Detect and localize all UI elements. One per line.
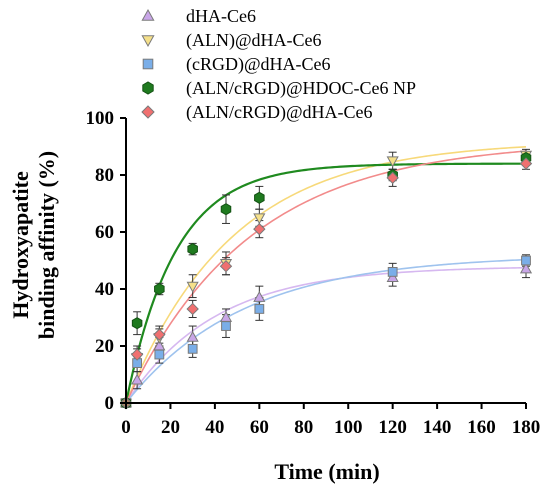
data-point-series-4 [187,243,198,256]
data-point-series-3 [387,267,398,277]
fit-curve-2 [125,145,527,404]
data-point-series-5 [253,222,266,236]
data-point-series-1 [253,291,266,302]
legend-marker-1 [141,8,155,21]
axes: 0 20 40 60 80 100 0 20 40 60 80 100 120 140 160 180 [86,108,541,438]
x-tick-label: 100 [334,417,363,438]
legend: dHA-Ce6 (ALN)@dHA-Ce6 (cRGD)@dHA-Ce6 (ALN/c… [141,6,416,123]
data-point-series-4 [254,191,265,204]
legend-label-2: (ALN)@dHA-Ce6 [186,30,322,51]
x-tick-label: 140 [423,417,452,438]
data-point-series-3 [254,304,265,314]
legend-marker-3 [142,58,154,70]
x-tick-label: 180 [512,417,541,438]
data-point-series-1 [186,330,199,342]
data-point-series-4 [154,282,165,296]
data-point-series-4 [131,317,143,330]
fit-curve-5 [125,150,527,404]
fit-curve-4 [124,162,527,404]
x-tick-label: 120 [378,417,407,438]
fit-curves [124,145,527,404]
data-point-series-2 [186,281,199,293]
data-point-series-5 [519,157,533,170]
y-tick-label: 20 [95,336,114,357]
data-point-series-3 [187,343,198,354]
legend-marker-5 [141,105,155,119]
y-tick-label: 60 [95,222,114,243]
legend-label-4: (ALN/cRGD)@HDOC-Ce6 NP [186,78,416,99]
x-tick-label: 20 [161,417,180,438]
y-axis-title-line-2: binding affinity (%) [34,151,59,339]
fit-curve-3 [125,258,527,404]
data-point-series-1 [131,373,144,385]
legend-marker-4 [142,81,154,95]
x-tick-label: 80 [294,417,313,438]
y-axis-title-line-1: Hydroxyapatite [8,171,33,319]
data-point-series-5 [130,348,144,361]
legend-label-1: dHA-Ce6 [186,6,256,26]
y-tick-label: 0 [105,393,115,414]
fit-curve-1 [125,266,527,404]
data-point-series-1 [519,262,533,274]
data-point-series-3 [154,349,165,360]
data-point-series-2 [253,213,266,225]
data-point-series-5 [386,171,399,185]
x-tick-label: 40 [205,417,224,438]
legend-label-5: (ALN/cRGD)@dHA-Ce6 [186,102,373,123]
legend-label-3: (cRGD)@dHA-Ce6 [186,54,331,75]
x-tick-label: 160 [467,417,496,438]
data-point-series-5 [153,328,166,341]
data-point-series-3 [521,255,531,266]
legend-marker-2 [141,35,155,48]
x-axis-title: Time (min) [274,459,379,484]
data-point-series-2 [386,156,399,168]
x-tick-label: 60 [250,417,269,438]
x-tick-label: 0 [121,417,131,438]
data-point-series-3 [221,321,231,331]
y-tick-label: 80 [95,165,114,186]
data-point-series-5 [219,259,233,273]
data-point-series-4 [220,203,232,216]
data-point-series-5 [186,302,199,316]
y-tick-label: 100 [86,108,115,129]
y-tick-label: 40 [95,279,114,300]
